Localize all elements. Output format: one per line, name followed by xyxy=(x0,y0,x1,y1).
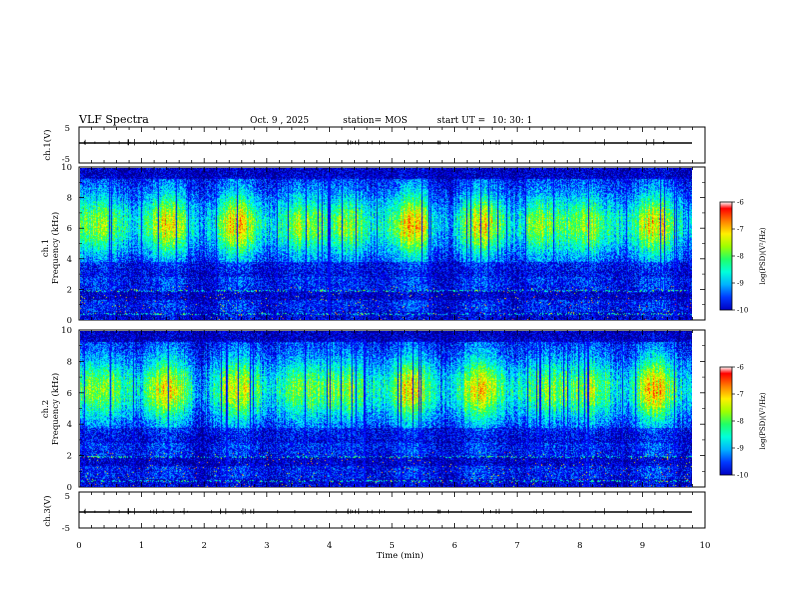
x-tick-label: 0 xyxy=(76,541,81,551)
ch2-colorbar-gradient xyxy=(720,367,732,475)
y-tick-label: 6 xyxy=(67,389,72,399)
x-tick-label: 9 xyxy=(640,541,645,551)
ch1-colorbar: -6 -7 -8 -9 -10 log(PSD)(V²/Hz) xyxy=(719,199,767,315)
y-tick-label: 0 xyxy=(67,483,72,493)
ch1-ytick-bottom: -5 xyxy=(62,155,70,165)
ch1-spectrogram-panel: 0 2 4 6 8 10 ch.1 Frequency (kHz) xyxy=(41,163,706,326)
y-tick-label: 10 xyxy=(61,326,72,336)
colorbar-tick-label: -7 xyxy=(737,391,744,399)
y-tick-label: 0 xyxy=(67,316,72,326)
colorbar-tick-label: -10 xyxy=(737,472,748,480)
x-tick-label: 7 xyxy=(514,541,519,551)
colorbar-tick-label: -8 xyxy=(737,418,744,426)
ch3-waveform-frame xyxy=(78,491,706,529)
ch1-ytick-top: 5 xyxy=(65,124,70,134)
x-tick-label: 8 xyxy=(577,541,582,551)
start-time-value: 10: 30: 1 xyxy=(492,116,532,126)
y-tick-label: 2 xyxy=(67,285,72,295)
ch2-frequency-ylabel: Frequency (kHz) xyxy=(50,373,61,445)
colorbar-tick-label: -9 xyxy=(737,280,744,288)
ch3-ytick-bottom: -5 xyxy=(62,524,70,534)
y-tick-label: 6 xyxy=(67,224,72,234)
start-ut-label: start UT = xyxy=(437,116,485,126)
ch1-colorbar-label: log(PSD)(V²/Hz) xyxy=(759,227,767,284)
y-tick-label: 4 xyxy=(67,420,72,430)
x-axis-label: Time (min) xyxy=(376,550,423,561)
y-tick-label: 4 xyxy=(67,255,72,265)
station-label: station= MOS xyxy=(343,116,407,126)
colorbar-tick-label: -10 xyxy=(737,307,748,315)
figure-title: VLF Spectra xyxy=(78,113,149,126)
ch2-channel-label: ch.2 xyxy=(41,400,51,418)
ch3-waveform-panel: 5 -5 ch.3(V) xyxy=(42,491,706,534)
ch2-colorbar-label: log(PSD)(V²/Hz) xyxy=(759,392,767,449)
ch3-waveform-ylabel: ch.3(V) xyxy=(42,495,53,526)
ch1-channel-label: ch.1 xyxy=(41,239,51,257)
ch1-spectrogram-image xyxy=(79,167,692,320)
ch1-colorbar-gradient xyxy=(720,202,732,310)
colorbar-tick-label: -6 xyxy=(737,199,744,207)
x-tick-label: 1 xyxy=(139,541,144,551)
ch2-spectrogram-image xyxy=(79,330,692,487)
x-tick-label: 2 xyxy=(201,541,206,551)
ch1-waveform-ylabel: ch.1(V) xyxy=(42,129,53,160)
colorbar-tick-label: -7 xyxy=(737,226,744,234)
x-tick-label: 3 xyxy=(264,541,269,551)
colorbar-tick-label: -9 xyxy=(737,445,744,453)
x-tick-label: 4 xyxy=(327,541,332,551)
ch1-frequency-ylabel: Frequency (kHz) xyxy=(50,212,61,284)
ch1-waveform-frame xyxy=(78,126,706,164)
y-tick-label: 8 xyxy=(67,194,72,204)
colorbar-tick-label: -6 xyxy=(737,364,744,372)
y-tick-label: 10 xyxy=(61,163,72,173)
x-tick-label: 6 xyxy=(452,541,457,551)
ch2-colorbar: -6 -7 -8 -9 -10 log(PSD)(V²/Hz) xyxy=(719,364,767,480)
y-tick-label: 8 xyxy=(67,357,72,367)
date-label: Oct. 9 , 2025 xyxy=(250,116,309,126)
colorbar-tick-label: -8 xyxy=(737,253,744,261)
x-tick-label: 10 xyxy=(700,541,711,551)
x-tick-label: 5 xyxy=(389,541,394,551)
y-tick-label: 2 xyxy=(67,452,72,462)
ch3-ytick-top: 5 xyxy=(65,492,70,502)
ch2-spectrogram-panel: 0 2 4 6 8 10 ch.2 Frequency (kHz) xyxy=(41,326,706,493)
